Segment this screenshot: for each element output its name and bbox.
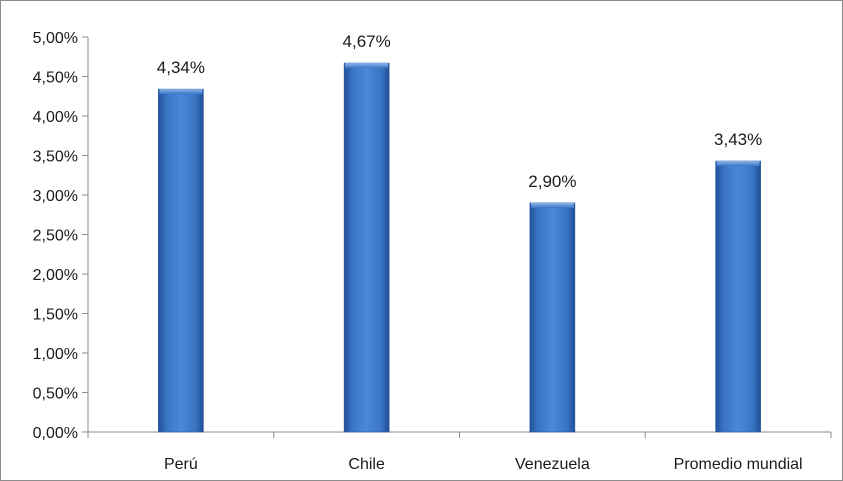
bar-cap (159, 89, 203, 95)
x-tick-label: Chile (348, 456, 385, 473)
x-tick-label: Venezuela (515, 456, 590, 473)
y-axis: 0,00% 0,50% 1,00% 1,50% 2,00% 2,50% 3,00% 3,50%… (33, 30, 89, 442)
bar-cap (345, 63, 389, 69)
data-labels: 4,34% 4,67% 2,90% 3,43% (157, 32, 762, 191)
y-tick-label: 1,50% (33, 307, 78, 324)
y-tick-label: 2,50% (33, 228, 78, 245)
y-tick-label: 3,00% (33, 188, 78, 205)
bar-promedio-mundial (715, 160, 761, 433)
y-tick-label: 0,50% (33, 386, 78, 403)
x-axis: Perú Chile Venezuela Promedio mundial (87, 431, 832, 473)
bars (158, 62, 761, 433)
y-tick-label: 2,00% (33, 267, 78, 284)
data-label: 3,43% (714, 130, 762, 149)
bar-perú (158, 88, 204, 433)
y-tick-label: 4,50% (33, 70, 78, 87)
y-tick-label: 3,50% (33, 149, 78, 166)
data-label: 2,90% (528, 172, 576, 191)
y-tick-label: 5,00% (33, 30, 78, 47)
y-tick-label: 1,00% (33, 346, 78, 363)
y-tick-label: 4,00% (33, 109, 78, 126)
y-tick-label: 0,00% (33, 425, 78, 442)
bar-chile (343, 62, 390, 433)
data-label: 4,67% (343, 32, 391, 51)
bar-cap (716, 161, 760, 167)
x-tick-label: Perú (164, 456, 198, 473)
data-label: 4,34% (157, 58, 205, 77)
bar-cap (530, 202, 574, 208)
bar-venezuela (529, 202, 576, 433)
x-tick-label: Promedio mundial (674, 456, 803, 473)
